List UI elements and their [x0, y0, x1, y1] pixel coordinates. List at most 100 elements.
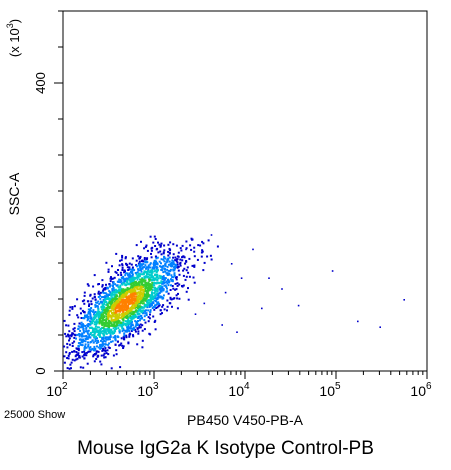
event-dot	[107, 309, 110, 312]
event-dot	[144, 285, 147, 287]
event-dot	[141, 329, 144, 332]
event-dot	[134, 320, 137, 323]
event-dot	[63, 345, 66, 348]
event-dot	[152, 277, 155, 280]
event-dot	[87, 311, 90, 313]
event-dot	[79, 329, 82, 332]
event-dot	[167, 263, 170, 266]
event-dot	[171, 259, 174, 262]
event-dot	[191, 238, 193, 241]
event-dot	[69, 306, 72, 309]
event-dot	[130, 270, 132, 273]
event-dot	[63, 355, 66, 358]
event-dot	[187, 298, 190, 301]
event-dot	[97, 329, 100, 332]
event-dot	[174, 264, 177, 267]
event-dot	[144, 312, 147, 315]
event-dot	[103, 306, 106, 309]
event-dot	[151, 296, 154, 299]
event-dot	[129, 314, 132, 317]
event-dot	[160, 280, 163, 283]
event-dot	[136, 313, 139, 316]
event-dot	[185, 275, 188, 278]
event-dot	[142, 298, 145, 301]
event-dot	[108, 321, 111, 324]
event-dot	[151, 307, 154, 309]
event-dot	[128, 272, 131, 275]
event-dot	[146, 282, 149, 285]
event-dot	[126, 289, 129, 292]
event-dot	[116, 295, 119, 298]
event-dot	[141, 339, 144, 342]
event-dot	[99, 297, 102, 300]
event-dot	[156, 302, 159, 305]
event-dot	[135, 300, 138, 303]
event-dot	[149, 266, 151, 269]
event-dot	[106, 303, 109, 306]
event-dot	[102, 354, 105, 357]
event-dot	[166, 265, 169, 268]
event-dot	[135, 304, 138, 307]
event-dot	[116, 304, 119, 307]
event-dot	[158, 284, 161, 287]
event-dot	[192, 276, 195, 279]
event-dot	[132, 288, 135, 290]
event-dot	[142, 290, 145, 293]
event-dot	[145, 314, 148, 316]
event-dot	[143, 275, 146, 278]
event-dot	[126, 326, 129, 329]
event-dot	[111, 300, 114, 303]
event-dot	[128, 302, 131, 304]
event-dot	[122, 345, 125, 348]
event-dot	[121, 304, 124, 307]
event-dot	[88, 350, 91, 353]
event-dot	[97, 346, 100, 349]
event-dot	[112, 277, 115, 280]
event-dot	[111, 265, 113, 268]
event-dot	[137, 291, 140, 294]
event-dot	[172, 297, 175, 300]
event-dot	[117, 309, 120, 312]
event-dot	[93, 274, 96, 277]
event-dot	[135, 296, 138, 299]
event-dot	[131, 327, 134, 330]
event-dot	[121, 327, 124, 330]
outlier-dot	[194, 313, 197, 315]
event-dot	[161, 312, 163, 315]
event-dot	[147, 320, 150, 323]
event-dot	[135, 272, 137, 275]
event-dot	[84, 314, 86, 317]
event-dot	[87, 323, 90, 325]
event-dot	[124, 329, 127, 332]
event-dot	[199, 244, 202, 247]
event-dot	[81, 333, 84, 336]
event-dot	[81, 335, 83, 338]
event-dot	[128, 279, 131, 282]
event-dot	[128, 332, 131, 335]
event-dot	[149, 285, 152, 288]
event-dot	[114, 334, 117, 337]
event-dot	[138, 298, 141, 301]
event-dot	[129, 287, 132, 290]
event-dot	[71, 345, 74, 347]
event-dot	[186, 266, 189, 269]
event-dot	[181, 256, 183, 259]
event-dot	[172, 256, 175, 259]
event-dot	[161, 287, 164, 290]
event-dot	[130, 317, 133, 319]
event-dot	[83, 331, 85, 334]
event-dot	[119, 259, 121, 262]
event-dot	[104, 347, 107, 349]
event-dot	[187, 271, 190, 274]
event-dot	[106, 307, 109, 310]
event-dot	[162, 252, 165, 255]
event-dot	[100, 330, 103, 333]
event-dot	[112, 281, 115, 284]
event-dot	[102, 296, 105, 298]
event-dot	[87, 284, 90, 287]
event-dot	[129, 322, 132, 325]
event-dot	[85, 327, 88, 330]
y-tick-label: 200	[33, 216, 48, 238]
event-dot	[175, 276, 177, 279]
event-dot	[137, 308, 140, 311]
